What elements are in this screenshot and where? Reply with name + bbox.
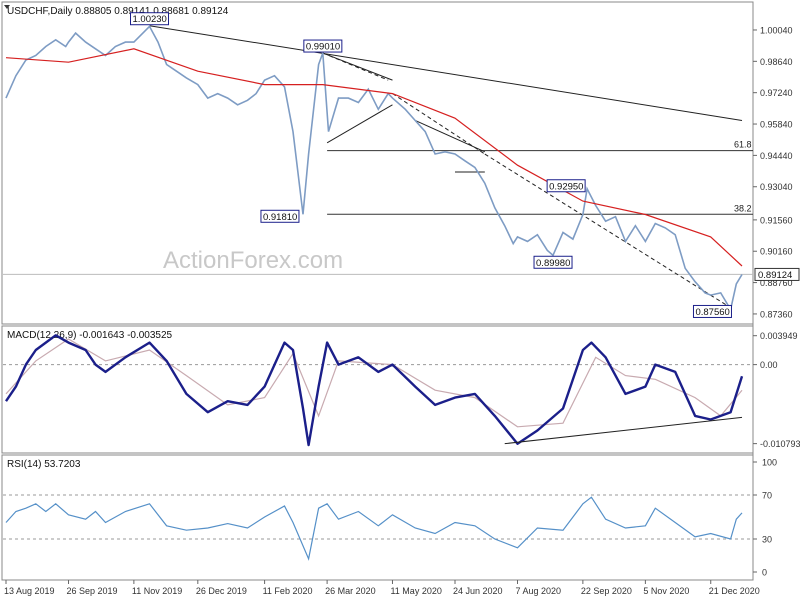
fib-level-label: 38.2 — [734, 203, 752, 213]
price-y-tick-label: 1.00040 — [760, 25, 793, 35]
price-y-tick-label: 0.98640 — [760, 57, 793, 67]
macd-line — [5, 334, 744, 447]
price-y-tick-label: 0.94440 — [760, 151, 793, 161]
rsi-panel: 100 70 30 0 — [3, 458, 777, 578]
macd-y-tick-label: -0.010793 — [760, 439, 800, 449]
x-tick-label: 24 Jun 2020 — [453, 586, 503, 596]
rsi-y-tick-label: 70 — [762, 491, 772, 501]
trendline — [326, 104, 393, 144]
rsi-y-tick-label: 30 — [762, 535, 772, 545]
macd-panel-title: MACD(12,26,9) -0.001643 -0.003525 — [7, 330, 173, 341]
watermark: ActionForex.com — [163, 247, 343, 274]
current-price-tag — [754, 267, 800, 281]
x-axis: 13 Aug 2019 26 Sep 2019 11 Nov 2019 26 Dec … — [4, 580, 760, 596]
price-annotation-box — [303, 39, 343, 53]
rsi-line — [5, 496, 743, 561]
price-annotation-label: 0.87560 — [695, 307, 729, 318]
price-series-line — [5, 25, 743, 312]
x-tick-label: 7 Aug 2020 — [516, 586, 562, 596]
price-annotation-box — [533, 255, 573, 269]
macd-trendline — [504, 416, 743, 445]
x-tick-label: 11 Feb 2020 — [263, 586, 313, 596]
price-y-tick-label: 0.97240 — [760, 88, 793, 98]
trendline — [322, 52, 393, 81]
macd-y-tick-label: 0.00 — [760, 360, 778, 370]
price-y-tick-label: 0.88760 — [760, 278, 793, 288]
price-annotation-box — [130, 12, 170, 26]
price-y-tick-label: 0.91560 — [760, 215, 793, 225]
panel-menu-icon[interactable] — [4, 5, 10, 9]
price-annotation-box — [260, 209, 300, 223]
current-price-label: 0.89124 — [758, 270, 792, 281]
trendline — [149, 25, 743, 121]
rsi-panel-title: RSI(14) 53.7203 — [7, 459, 81, 470]
fib-level-label: 61.8 — [734, 140, 752, 150]
x-tick-label: 26 Sep 2019 — [67, 586, 118, 596]
price-annotation-box — [546, 179, 586, 193]
dashed-trendline — [392, 93, 486, 155]
price-y-tick-label: 0.93040 — [760, 182, 793, 192]
price-y-tick-label: 0.90160 — [760, 247, 793, 257]
price-y-tick-label: 0.95840 — [760, 120, 793, 130]
price-panel-title: USDCHF,Daily 0.88805 0.89141 0.88681 0.8… — [7, 6, 229, 17]
price-panel: 1.00040 0.98640 0.97240 0.95840 0.94440 0.930… — [3, 12, 800, 319]
price-annotation-label: 0.92950 — [549, 181, 583, 192]
price-annotation-label: 0.99010 — [306, 42, 340, 53]
rsi-y-tick-label: 0 — [762, 568, 767, 578]
trendline — [414, 119, 486, 153]
price-annotation-label: 0.91810 — [263, 212, 297, 223]
x-tick-label: 26 Mar 2020 — [325, 586, 376, 596]
x-tick-label: 21 Dec 2020 — [709, 586, 760, 596]
x-tick-label: 13 Aug 2019 — [4, 586, 55, 596]
macd-panel: 0.003949 0.00 -0.010793 — [3, 331, 800, 449]
rsi-y-tick-label: 100 — [762, 458, 777, 468]
macd-y-tick-label: 0.003949 — [760, 331, 798, 341]
price-annotation-box — [692, 304, 732, 318]
x-tick-label: 11 Nov 2019 — [132, 586, 182, 596]
price-annotation-label: 1.00230 — [133, 14, 167, 25]
dashed-trendline — [322, 52, 389, 81]
x-tick-label: 22 Sep 2020 — [581, 586, 632, 596]
x-tick-label: 5 Nov 2020 — [643, 586, 689, 596]
price-annotation-label: 0.89980 — [536, 258, 570, 269]
x-tick-label: 11 May 2020 — [390, 586, 441, 596]
price-y-tick-label: 0.87360 — [760, 309, 793, 319]
x-tick-label: 26 Dec 2019 — [196, 586, 247, 596]
moving-average-line — [5, 48, 743, 267]
